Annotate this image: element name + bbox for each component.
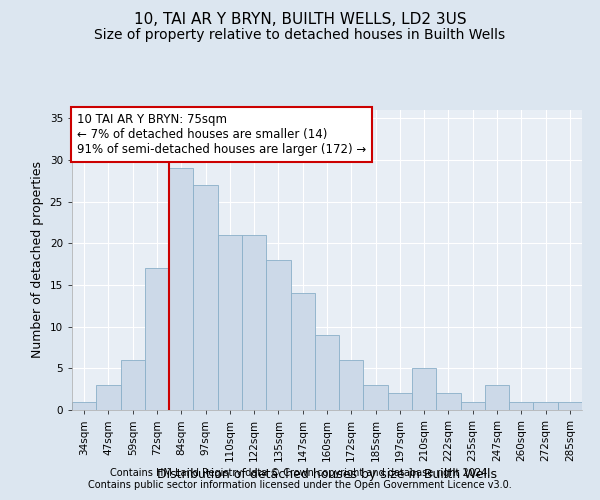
Bar	[218, 235, 242, 410]
Bar	[509, 402, 533, 410]
Bar	[290, 294, 315, 410]
Bar	[533, 402, 558, 410]
Bar	[121, 360, 145, 410]
Bar	[412, 368, 436, 410]
Text: 10, TAI AR Y BRYN, BUILTH WELLS, LD2 3US: 10, TAI AR Y BRYN, BUILTH WELLS, LD2 3US	[134, 12, 466, 28]
Bar	[169, 168, 193, 410]
Bar	[193, 185, 218, 410]
Text: Contains HM Land Registry data © Crown copyright and database right 2024.: Contains HM Land Registry data © Crown c…	[110, 468, 490, 477]
Bar	[485, 385, 509, 410]
Bar	[339, 360, 364, 410]
Bar	[436, 394, 461, 410]
Bar	[388, 394, 412, 410]
X-axis label: Distribution of detached houses by size in Builth Wells: Distribution of detached houses by size …	[157, 468, 497, 481]
Bar	[558, 402, 582, 410]
Text: Contains public sector information licensed under the Open Government Licence v3: Contains public sector information licen…	[88, 480, 512, 490]
Bar	[461, 402, 485, 410]
Bar	[96, 385, 121, 410]
Bar	[266, 260, 290, 410]
Bar	[145, 268, 169, 410]
Text: Size of property relative to detached houses in Builth Wells: Size of property relative to detached ho…	[94, 28, 506, 42]
Bar	[364, 385, 388, 410]
Bar	[242, 235, 266, 410]
Bar	[72, 402, 96, 410]
Text: 10 TAI AR Y BRYN: 75sqm
← 7% of detached houses are smaller (14)
91% of semi-det: 10 TAI AR Y BRYN: 75sqm ← 7% of detached…	[77, 113, 367, 156]
Bar	[315, 335, 339, 410]
Y-axis label: Number of detached properties: Number of detached properties	[31, 162, 44, 358]
